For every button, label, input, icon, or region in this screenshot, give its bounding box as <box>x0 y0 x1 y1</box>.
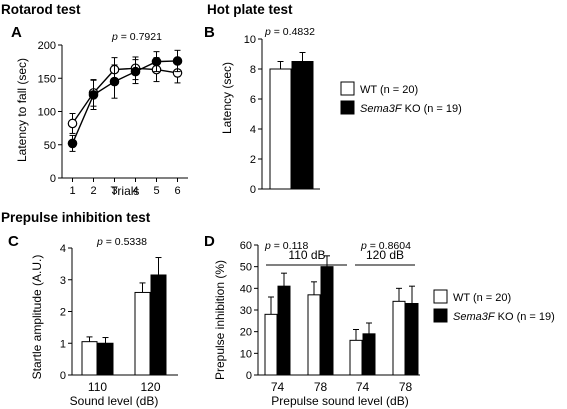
legend-swatch-ko-bottom <box>433 308 448 323</box>
x-tick-label-a-4: 5 <box>153 185 159 197</box>
p-value-d-110: p = 0.118 <box>264 240 308 252</box>
bar-b-ko <box>291 61 314 190</box>
legend-swatch-wt-bottom <box>433 289 448 304</box>
bar-c-wt-0 <box>81 341 98 376</box>
bar-d-ko-3 <box>405 303 419 376</box>
y-tick-label-a-4: 200 <box>38 40 56 52</box>
y-tick-label-d-1: 10 <box>240 348 252 360</box>
y-tick-label-c-4: 4 <box>60 243 66 255</box>
bar-d-wt-3 <box>392 300 406 376</box>
bracket-label-110: 110 dB <box>288 248 325 262</box>
bar-c-wt-1 <box>134 291 151 376</box>
x-tick-label-a-2: 3 <box>111 185 117 197</box>
y-tick-label-a-3: 150 <box>38 73 56 85</box>
y-tick-label-a-1: 50 <box>44 140 56 152</box>
y-tick-label-d-5: 50 <box>240 262 252 274</box>
y-tick-label-a-0: 0 <box>50 173 56 185</box>
y-tick-label-d-6: 60 <box>240 240 252 252</box>
p-value-b: p = 0.4832 <box>264 26 315 38</box>
bar-d-wt-2 <box>349 339 363 376</box>
x-axis-title-a: Trials <box>111 184 140 198</box>
y-tick-label-b-0: 0 <box>250 184 256 196</box>
y-tick-label-d-3: 30 <box>240 305 252 317</box>
panel-letter-d: D <box>204 233 215 250</box>
legend-label-ko-bottom: Sema3F KO (n = 19) <box>453 311 555 323</box>
bracket-label-120: 120 dB <box>366 248 404 262</box>
chart-startle: 0 1 2 3 4 110 120 <box>60 243 178 394</box>
x-tick-label-c-0: 110 <box>88 380 107 394</box>
section-title-rotarod: Rotarod test <box>1 2 81 17</box>
point-a-ko-2 <box>109 76 120 87</box>
bar-b-wt <box>269 68 292 190</box>
point-a-ko-0 <box>67 138 78 149</box>
panel-letter-b: B <box>204 24 215 41</box>
y-axis-title-a: Latency to fall (sec) <box>15 58 29 162</box>
section-title-hotplate: Hot plate test <box>207 2 293 17</box>
legend-label-wt-bottom: WT (n = 20) <box>453 292 511 304</box>
p-value-d-120: p = 0.8604 <box>360 240 411 252</box>
p-value-a: p = 0.7921 <box>111 31 162 43</box>
legend-swatch-wt-top <box>340 81 355 96</box>
x-tick-label-c-1: 120 <box>140 380 160 394</box>
bar-d-ko-0 <box>277 285 291 376</box>
chart-hotplate: 0 2 4 6 8 10 <box>244 34 320 196</box>
legend-label-wt-top: WT (n = 20) <box>360 84 418 96</box>
section-title-ppi: Prepulse inhibition test <box>1 210 151 225</box>
y-tick-label-d-4: 40 <box>240 283 252 295</box>
y-axis-title-c: Startle amplitude (A.U.) <box>30 255 44 380</box>
y-axis-title-b: Latency (sec) <box>220 62 234 134</box>
x-tick-label-d-1: 78 <box>314 380 328 394</box>
y-tick-label-c-0: 0 <box>60 370 66 382</box>
bar-d-wt-0 <box>264 313 278 376</box>
y-tick-label-c-2: 2 <box>60 307 66 319</box>
y-tick-label-d-2: 20 <box>240 327 252 339</box>
x-tick-label-d-3: 78 <box>399 380 413 394</box>
legend-swatch-ko-top <box>340 100 355 115</box>
y-axis-title-d: Prepulse inhibition (%) <box>213 260 227 380</box>
y-tick-label-d-0: 0 <box>246 370 252 382</box>
x-axis-title-c: Sound level (dB) <box>70 394 159 408</box>
y-tick-label-a-2: 100 <box>38 107 56 119</box>
bar-c-ko-0 <box>97 342 114 376</box>
panel-letter-c: C <box>8 233 19 250</box>
bar-d-wt-1 <box>307 294 321 376</box>
y-tick-label-c-1: 1 <box>60 338 66 350</box>
chart-rotarod: 0 50 100 150 200 1 2 3 4 5 6 <box>38 40 188 197</box>
y-tick-label-b-3: 6 <box>250 94 256 106</box>
x-tick-label-d-0: 74 <box>271 380 285 394</box>
chart-ppi: 0 10 20 30 40 50 60 74 78 74 78 <box>240 240 420 394</box>
y-tick-label-b-1: 2 <box>250 154 256 166</box>
x-tick-label-a-0: 1 <box>69 185 75 197</box>
x-tick-label-d-2: 74 <box>356 380 370 394</box>
y-tick-label-b-4: 8 <box>250 64 256 76</box>
bar-c-ko-1 <box>150 274 167 376</box>
y-tick-label-c-3: 3 <box>60 275 66 287</box>
point-a-wt-0 <box>67 118 78 129</box>
bar-d-ko-1 <box>320 266 334 376</box>
point-a-ko-3 <box>130 66 141 77</box>
panel-letter-a: A <box>11 24 22 41</box>
point-a-ko-5 <box>172 56 183 66</box>
bar-d-ko-2 <box>362 333 376 376</box>
y-tick-label-b-5: 10 <box>244 34 256 46</box>
legend-label-ko-top: Sema3F KO (n = 19) <box>360 103 462 115</box>
series-line-a-ko <box>71 60 178 144</box>
y-tick-label-b-2: 4 <box>250 124 256 136</box>
x-tick-label-a-3: 4 <box>132 185 138 197</box>
x-tick-label-a-1: 2 <box>90 185 96 197</box>
p-value-c: p = 0.5338 <box>96 236 147 248</box>
point-a-ko-1 <box>88 90 99 100</box>
x-axis-title-d: Prepulse sound level (dB) <box>271 394 408 408</box>
point-a-ko-4 <box>151 56 162 67</box>
x-tick-label-a-5: 6 <box>174 185 180 197</box>
